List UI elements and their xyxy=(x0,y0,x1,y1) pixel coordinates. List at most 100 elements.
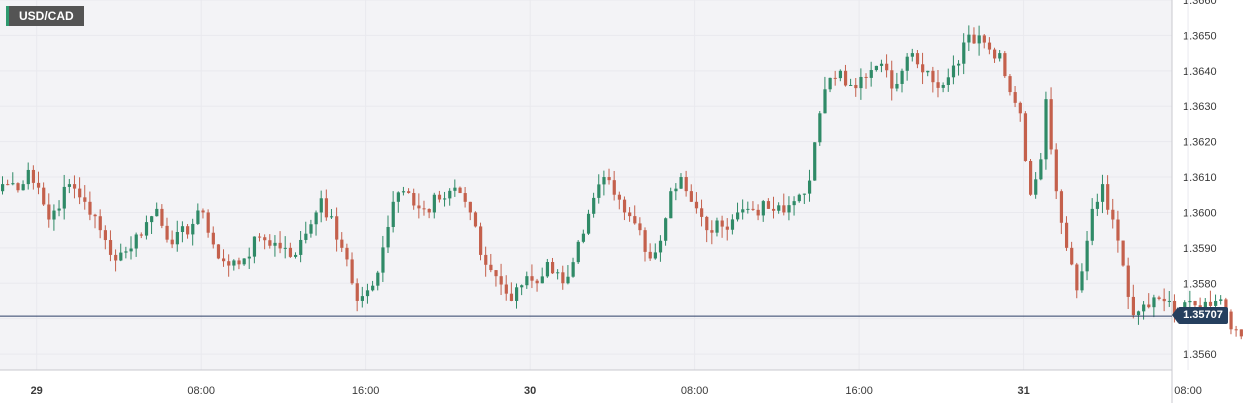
y-tick-label: 1.3620 xyxy=(1183,137,1217,149)
candle-body xyxy=(11,183,15,185)
candle-body xyxy=(376,272,380,286)
candle-body xyxy=(900,70,904,84)
candle-body xyxy=(165,225,169,240)
candle-body xyxy=(479,226,483,255)
candle-body xyxy=(417,205,421,209)
candle-body xyxy=(607,177,611,181)
candle-body xyxy=(72,184,77,189)
candle-body xyxy=(715,220,719,233)
candle-body xyxy=(638,223,642,231)
candle-body xyxy=(360,296,364,301)
y-tick-label: 1.3560 xyxy=(1183,349,1217,361)
candle-body xyxy=(67,184,72,187)
y-tick-label: 1.3590 xyxy=(1183,243,1217,255)
plot-area xyxy=(0,0,1172,370)
candle-body xyxy=(288,247,293,257)
candle-body xyxy=(849,84,853,86)
candle-body xyxy=(592,197,596,214)
candle-body xyxy=(422,208,426,210)
candle-body xyxy=(561,272,565,284)
candle-body xyxy=(1167,300,1171,302)
candle-body xyxy=(694,201,699,209)
candle-body xyxy=(1095,201,1100,209)
candle-body xyxy=(242,258,246,265)
candle-body xyxy=(1162,298,1166,302)
candle-body xyxy=(407,191,411,194)
candle-body xyxy=(1023,113,1028,161)
candle-body xyxy=(371,285,375,291)
candle-body xyxy=(412,193,416,206)
candle-body xyxy=(448,190,452,199)
candle-body xyxy=(874,65,878,71)
candle-body xyxy=(700,208,704,217)
candle-body xyxy=(1152,297,1156,308)
candle-body xyxy=(967,34,971,43)
candle-body xyxy=(628,212,632,217)
candle-body xyxy=(1147,304,1151,308)
candle-body xyxy=(329,216,334,218)
candle-body xyxy=(401,191,406,193)
candle-body xyxy=(350,259,354,284)
candle-body xyxy=(843,70,848,86)
candle-body xyxy=(586,213,591,234)
candle-body xyxy=(381,247,385,273)
candle-body xyxy=(340,239,344,248)
candle-body xyxy=(139,234,143,236)
candle-body xyxy=(535,280,539,284)
candle-body xyxy=(273,242,277,246)
candle-body xyxy=(926,70,930,73)
candle-body xyxy=(1100,184,1105,202)
candle-body xyxy=(1229,311,1233,330)
candle-body xyxy=(494,270,498,277)
candle-body xyxy=(1111,209,1115,220)
candle-body xyxy=(206,212,210,233)
candle-body xyxy=(602,177,606,185)
candle-body xyxy=(396,192,400,202)
candle-body xyxy=(1090,208,1094,241)
candle-body xyxy=(150,216,154,223)
candle-body xyxy=(998,53,1002,59)
candle-body xyxy=(21,184,25,191)
candle-body xyxy=(437,194,442,200)
candle-body xyxy=(252,236,257,257)
candle-body xyxy=(52,210,56,220)
candle-body xyxy=(833,77,837,79)
candle-body xyxy=(705,216,709,231)
candle-body xyxy=(571,262,575,277)
candle-body xyxy=(345,247,349,260)
candle-body xyxy=(674,188,678,192)
candle-body xyxy=(782,205,786,213)
candle-body xyxy=(62,186,66,209)
candle-body xyxy=(1157,297,1161,299)
candle-body xyxy=(936,82,940,88)
candle-body xyxy=(520,285,524,288)
candle-body xyxy=(6,184,10,186)
candle-body xyxy=(993,49,997,59)
candle-body xyxy=(1214,300,1218,306)
candle-body xyxy=(1064,222,1069,248)
candle-body xyxy=(885,63,889,71)
candle-body xyxy=(576,241,580,263)
candle-body xyxy=(515,287,519,301)
candle-body xyxy=(869,70,873,78)
x-tick-label: 08:00 xyxy=(187,385,215,397)
candle-body xyxy=(278,242,282,249)
candle-body xyxy=(710,230,714,233)
candle-body xyxy=(736,212,740,220)
candle-body xyxy=(597,184,601,198)
current-price-label: 1.35707 xyxy=(1172,307,1228,324)
candle-body xyxy=(633,216,637,224)
candle-body xyxy=(443,198,447,200)
candle-body xyxy=(247,256,251,259)
candle-body xyxy=(792,201,796,206)
x-tick-label: 08:00 xyxy=(1174,385,1202,397)
candle-body xyxy=(186,226,190,235)
candle-body xyxy=(890,70,894,89)
candle-body xyxy=(42,187,46,205)
candle-body xyxy=(550,262,555,274)
candle-body xyxy=(1208,301,1213,306)
candle-body xyxy=(957,63,961,66)
candle-body xyxy=(227,261,231,266)
candle-body xyxy=(211,232,215,245)
